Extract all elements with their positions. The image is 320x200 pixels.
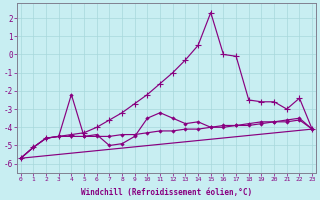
- X-axis label: Windchill (Refroidissement éolien,°C): Windchill (Refroidissement éolien,°C): [81, 188, 252, 197]
